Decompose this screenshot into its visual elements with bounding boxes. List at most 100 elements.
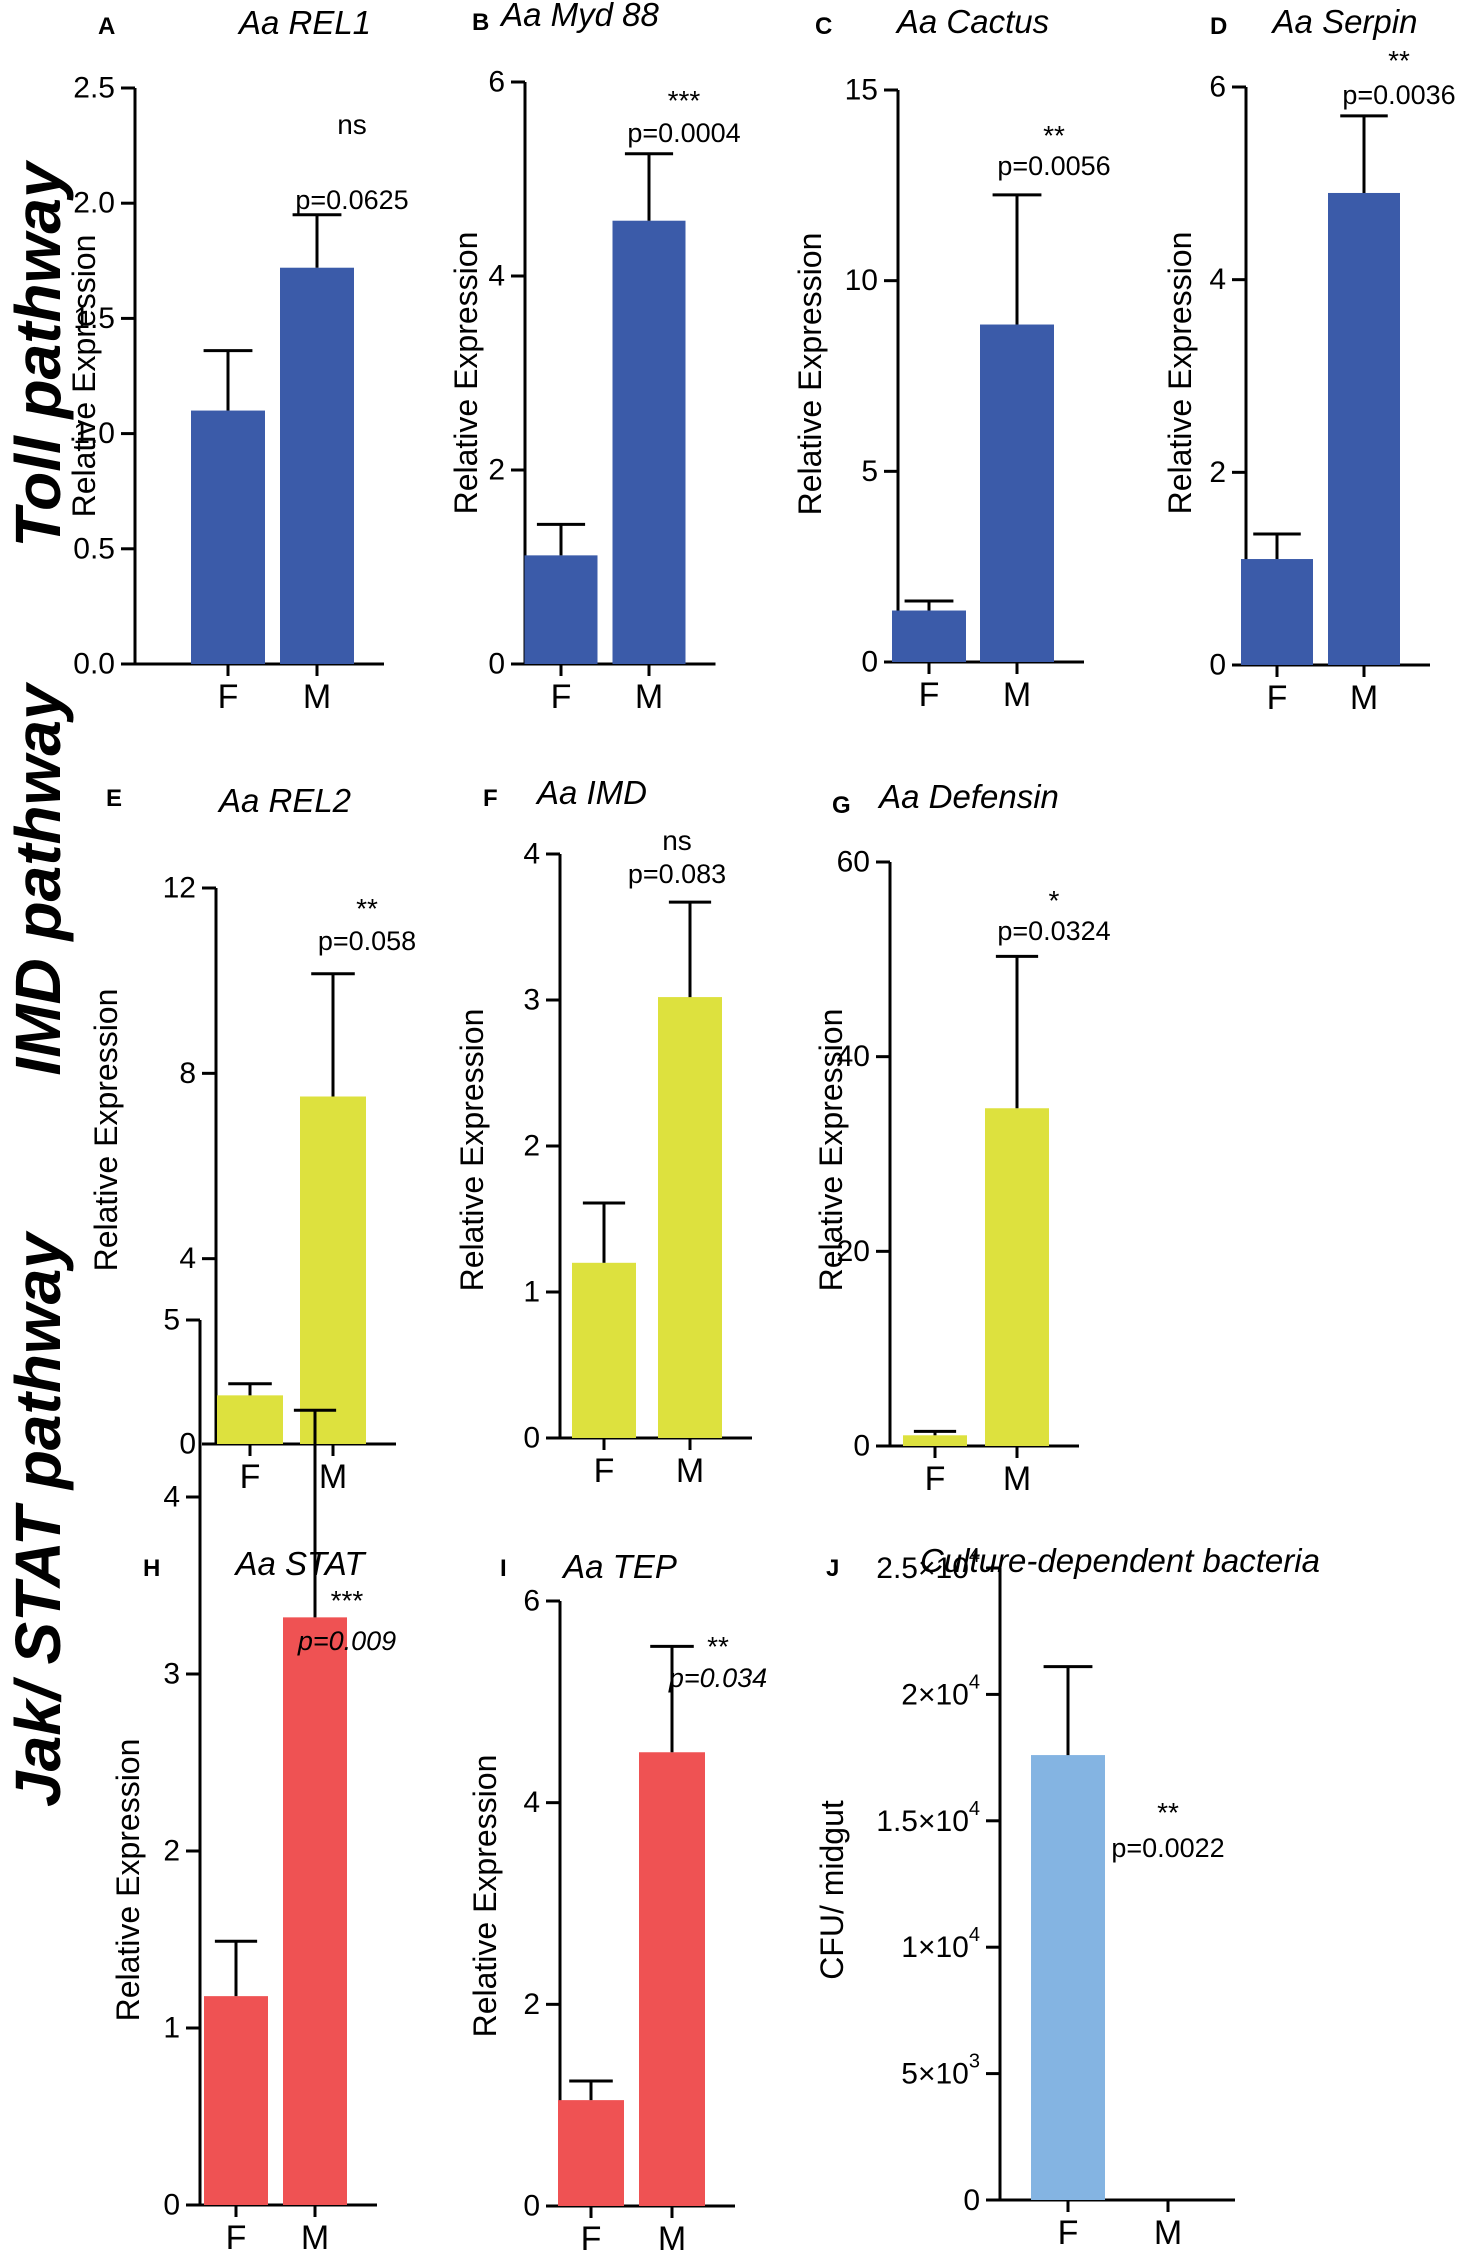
p-value: p=0.0625: [295, 185, 408, 215]
y-tick-label: 0: [488, 648, 505, 681]
p-value: p=0.034: [668, 1663, 767, 1693]
y-tick-label: 4: [523, 1786, 540, 1819]
significance-marker: **: [1157, 1797, 1179, 1828]
y-axis-label: Relative Expression: [454, 1009, 490, 1292]
significance-marker: **: [1043, 120, 1065, 151]
panel-letter: D: [1210, 13, 1227, 40]
y-tick-label: 0: [523, 2190, 540, 2223]
y-axis-label: CFU/ midgut: [814, 1800, 850, 1980]
panel-g: G Aa Defensin Relative Expression 0 20 40 60 F M…: [813, 778, 1111, 1498]
panel-j: J Culture-dependent bacteria CFU/ midgut 0 5…: [814, 1542, 1320, 2252]
bar-m: [1328, 192, 1400, 665]
x-tick-label-m: M: [658, 2220, 686, 2253]
p-value: p=0.083: [628, 859, 726, 889]
bar-f: [892, 610, 966, 662]
y-tick-label: 4: [179, 1242, 196, 1275]
y-tick-label: 10: [845, 264, 878, 297]
y-tick-label: 0.5: [73, 532, 115, 565]
x-tick-label-m: M: [1154, 2214, 1182, 2252]
y-tick-label: 3: [163, 1658, 180, 1691]
y-tick-exponent: 4: [969, 1671, 980, 1693]
bar-m: [658, 997, 722, 1438]
bar-f: [903, 1435, 967, 1446]
x-tick-label-f: F: [594, 1452, 615, 1490]
y-axis-label: Relative Expression: [88, 989, 124, 1272]
y-axis-label: Relative Expression: [110, 1739, 146, 2022]
pathway-label-2: Jak/ STAT pathway: [2, 1230, 74, 1807]
y-tick-label: 4: [1209, 263, 1226, 296]
y-tick-label: 1.0: [73, 417, 115, 450]
y-tick-base: 0: [963, 2184, 980, 2217]
panel-c: C Aa Cactus Relative Expression 0 5 10 15 F M **p…: [792, 3, 1111, 714]
bar-f: [1241, 559, 1313, 665]
y-tick-base: 5×10: [901, 2057, 969, 2090]
panel-b: B Aa Myd 88 Relative Expression 0 2 4 6 F M ***p=…: [448, 0, 741, 716]
p-value: p=0.058: [318, 926, 416, 956]
y-axis-label: Relative Expression: [792, 233, 828, 516]
y-tick-label: 0: [523, 1422, 540, 1455]
bar-f: [191, 410, 265, 664]
y-tick-label: 1.5: [73, 302, 115, 335]
chart-title: Culture-dependent bacteria: [920, 1542, 1320, 1579]
bar-m: [639, 1752, 705, 2206]
significance-marker: *: [1049, 885, 1060, 916]
x-tick-label-f: F: [925, 1460, 946, 1498]
y-tick-label: 6: [1209, 71, 1226, 104]
y-axis-label: Relative Expression: [66, 235, 102, 518]
p-value: p=0.0036: [1342, 80, 1455, 110]
x-tick-label-f: F: [226, 2219, 247, 2253]
x-tick-label-f: F: [1267, 679, 1288, 717]
chart-title: Aa Serpin: [1271, 3, 1418, 40]
y-tick-label: 1.5×104: [876, 1798, 980, 1838]
y-tick-base: 2.5×10: [876, 1552, 969, 1585]
bar-f: [524, 555, 598, 664]
bar-m: [612, 220, 686, 664]
bar-m: [985, 1108, 1049, 1446]
y-tick-label: 40: [837, 1040, 870, 1073]
chart-title: Aa Myd 88: [499, 0, 659, 33]
y-axis-label: Relative Expression: [1162, 232, 1198, 515]
y-tick-label: 8: [179, 1057, 196, 1090]
y-tick-label: 2: [163, 1835, 180, 1868]
panel-letter: H: [143, 1555, 160, 1582]
panel-letter: G: [832, 792, 851, 819]
y-tick-label: 60: [837, 846, 870, 879]
y-tick-exponent: 4: [969, 1545, 980, 1567]
y-tick-label: 0: [963, 2184, 980, 2217]
y-tick-label: 2: [523, 1988, 540, 2021]
y-tick-label: 1×104: [901, 1924, 980, 1964]
x-tick-label-m: M: [319, 1458, 347, 1496]
y-tick-label: 4: [488, 260, 505, 293]
chart-title: Aa TEP: [561, 1548, 677, 1585]
x-tick-label-m: M: [1003, 1460, 1031, 1498]
x-tick-label-f: F: [919, 676, 940, 714]
bar-f: [572, 1262, 636, 1438]
significance-marker: **: [1388, 45, 1410, 76]
panel-letter: J: [826, 1555, 839, 1582]
y-tick-label: 12: [163, 872, 196, 905]
x-tick-label-m: M: [676, 1452, 704, 1490]
y-tick-base: 1×10: [901, 1931, 969, 1964]
p-value: p=0.0324: [997, 916, 1110, 946]
y-tick-label: 20: [837, 1235, 870, 1268]
chart-title: Aa REL2: [217, 782, 351, 819]
bar-m: [300, 1096, 366, 1444]
y-tick-label: 0: [853, 1430, 870, 1463]
y-tick-label: 0.0: [73, 648, 115, 681]
bar-f: [217, 1395, 283, 1444]
significance-marker: ***: [331, 1585, 364, 1616]
panel-a: A Aa REL1 Relative Expression 0.0 0.5 1.0 1.5 2…: [66, 4, 409, 716]
y-tick-label: 4: [523, 838, 540, 871]
y-tick-label: 15: [845, 74, 878, 107]
panel-i: I Aa TEP Relative Expression 0 2 4 6 F M **p=0.03…: [467, 1548, 767, 2253]
significance-marker: ns: [337, 109, 367, 140]
y-tick-base: 2×10: [901, 1678, 969, 1711]
y-tick-exponent: 4: [969, 1798, 980, 1820]
x-tick-label-f: F: [551, 678, 572, 716]
y-tick-label: 3: [523, 984, 540, 1017]
panel-h: H Aa STAT Relative Expression 0 1 2 3 4 5 F M *** p=…: [110, 1304, 396, 2253]
x-tick-label-m: M: [303, 678, 331, 716]
y-tick-label: 1: [163, 2012, 180, 2045]
bar-f: [204, 1996, 268, 2205]
